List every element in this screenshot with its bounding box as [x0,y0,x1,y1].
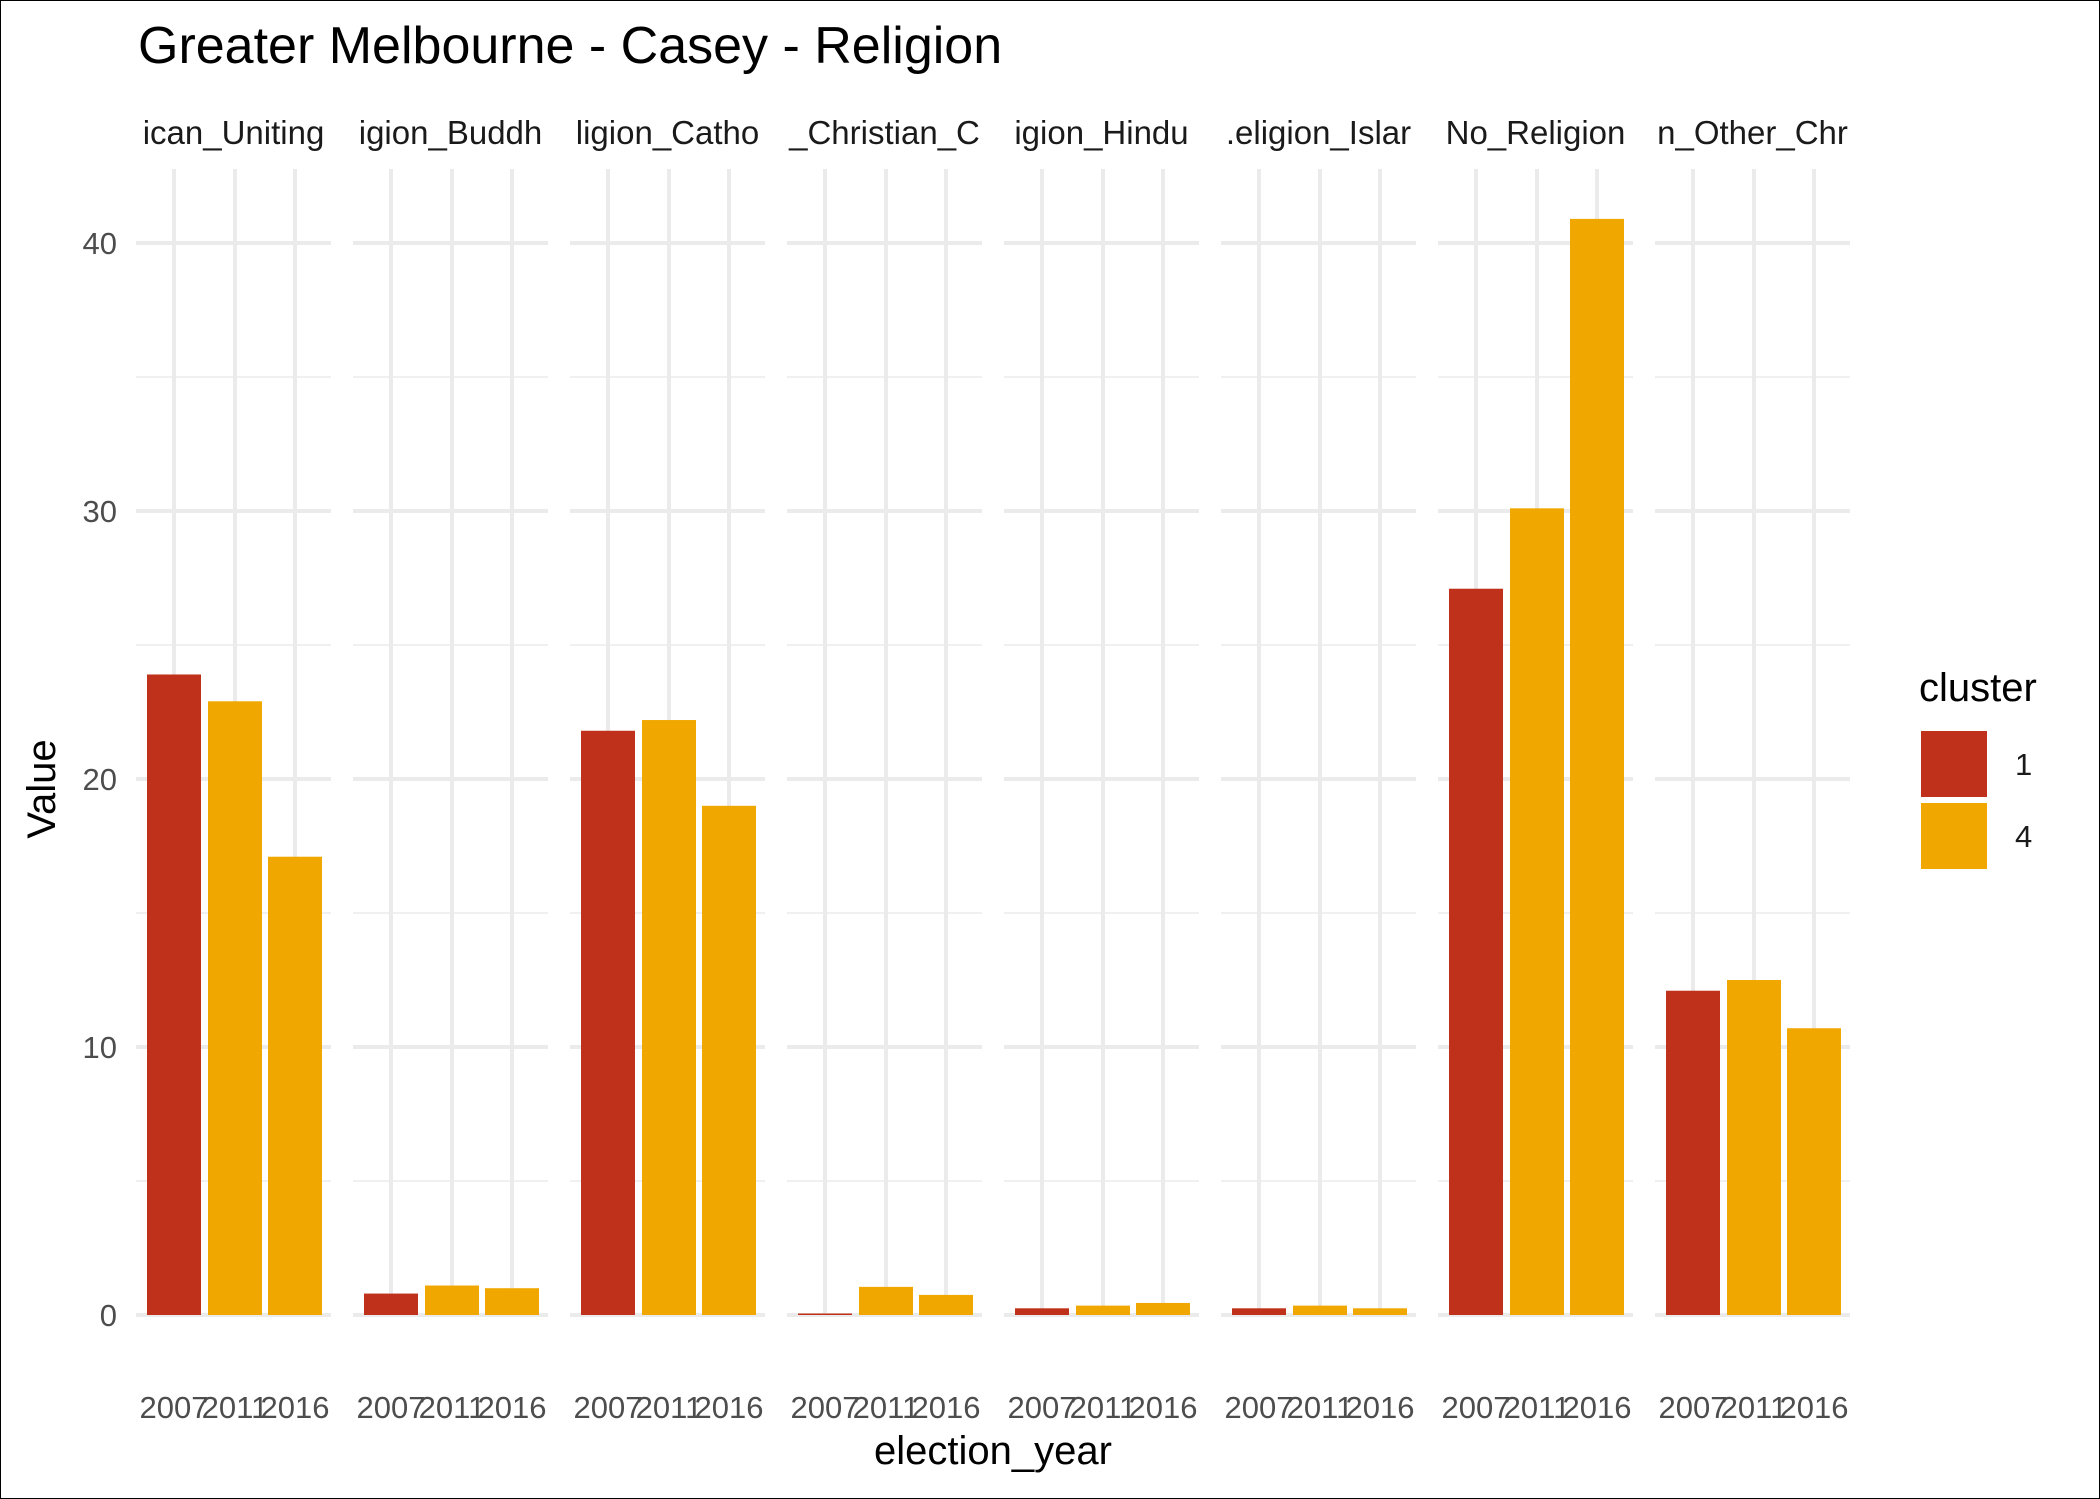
x-tick-label: 2016 [261,1390,330,1425]
facet-strip-label: ican_Uniting [143,114,325,151]
x-tick-label: 2011 [1287,1390,1354,1425]
bar-Religion_Christian_Other-2016 [919,1294,973,1315]
bar-Religion_Hinduism-2011 [1076,1305,1130,1315]
legend-swatch-1 [1921,731,1987,797]
bar-Religion_Christian_Other-2007 [798,1313,852,1315]
y-tick-label: 10 [83,1030,117,1065]
y-tick-label: 0 [100,1298,117,1333]
bar-Religion_Buddhism-2007 [364,1293,418,1315]
bar-Religion_Christian_Other-2011 [859,1286,913,1315]
x-tick-label: 2011 [419,1390,486,1425]
legend: cluster 1 4 [1919,666,2037,869]
bar-Religion_Hinduism-2016 [1136,1302,1190,1315]
x-tick-label: 2011 [1070,1390,1137,1425]
x-tick-label: 2007 [140,1390,209,1425]
facet-strip-label: .eligion_Islar [1226,114,1411,151]
y-tick-label: 20 [83,762,117,797]
x-tick-label: 2016 [695,1390,764,1425]
bar-Religion_Buddhism-2016 [485,1288,539,1315]
bar-Religion_Other_Christian-2011 [1727,980,1781,1315]
x-tick-label: 2011 [1721,1390,1788,1425]
facet-strip-label: n_Other_Chr [1657,114,1848,151]
bar-Religion_Islam-2007 [1232,1308,1286,1315]
facet-strip-label: igion_Hindu [1014,114,1188,151]
bar-Religion_No_Religion-2007 [1449,588,1503,1315]
bar-Religion_Anglican_Uniting-2007 [147,674,201,1315]
bar-Religion_Catholic-2011 [642,720,696,1315]
legend-title: cluster [1919,666,2037,710]
x-tick-label: 2007 [357,1390,426,1425]
legend-label-1: 1 [2015,747,2032,782]
x-tick-label: 2011 [853,1390,920,1425]
x-tick-label: 2007 [574,1390,643,1425]
x-tick-label: 2011 [202,1390,269,1425]
x-tick-label: 2007 [791,1390,860,1425]
bar-Religion_Catholic-2016 [702,805,756,1315]
bar-Religion_Islam-2016 [1353,1308,1407,1315]
x-tick-label: 2016 [1346,1390,1415,1425]
facet-strip-label: igion_Buddh [359,114,543,151]
bar-Religion_Islam-2011 [1293,1305,1347,1315]
bar-Religion_Catholic-2007 [581,730,635,1315]
x-tick-label: 2016 [912,1390,981,1425]
x-tick-label: 2016 [1129,1390,1198,1425]
x-tick-label: 2011 [1504,1390,1571,1425]
bar-Religion_Other_Christian-2007 [1666,990,1720,1315]
y-tick-label: 30 [83,494,117,529]
x-tick-label: 2016 [1563,1390,1632,1425]
x-tick-label: 2016 [1780,1390,1849,1425]
chart-title: Greater Melbourne - Casey - Religion [138,17,1002,75]
x-tick-label: 2016 [478,1390,547,1425]
y-axis: 0 10 20 30 40 [83,226,117,1333]
x-tick-label: 2007 [1442,1390,1511,1425]
bar-Religion_Other_Christian-2016 [1787,1028,1841,1315]
y-tick-label: 40 [83,226,117,261]
legend-label-4: 4 [2015,819,2032,854]
bar-Religion_No_Religion-2011 [1510,508,1564,1315]
x-tick-label: 2011 [636,1390,703,1425]
facet-strips: ican_Uniting igion_Buddh ligion_Catho _Chri… [143,114,1848,151]
bar-Religion_Hinduism-2007 [1015,1308,1069,1315]
x-tick-label: 2007 [1659,1390,1728,1425]
bar-Religion_Anglican_Uniting-2016 [268,856,322,1315]
bar-Religion_Anglican_Uniting-2011 [208,701,262,1315]
facet-strip-label: _Christian_C [788,114,980,151]
x-tick-label: 2007 [1225,1390,1294,1425]
bar-Religion_Buddhism-2011 [425,1285,479,1315]
x-axis-title: election_year [874,1429,1112,1473]
bars-layer [147,218,1841,1315]
facet-strip-label: ligion_Catho [576,114,759,151]
legend-swatch-4 [1921,803,1987,869]
bar-Religion_No_Religion-2016 [1570,218,1624,1315]
y-axis-title: Value [20,739,64,838]
facet-strip-label: No_Religion [1446,114,1626,151]
x-tick-label: 2007 [1008,1390,1077,1425]
